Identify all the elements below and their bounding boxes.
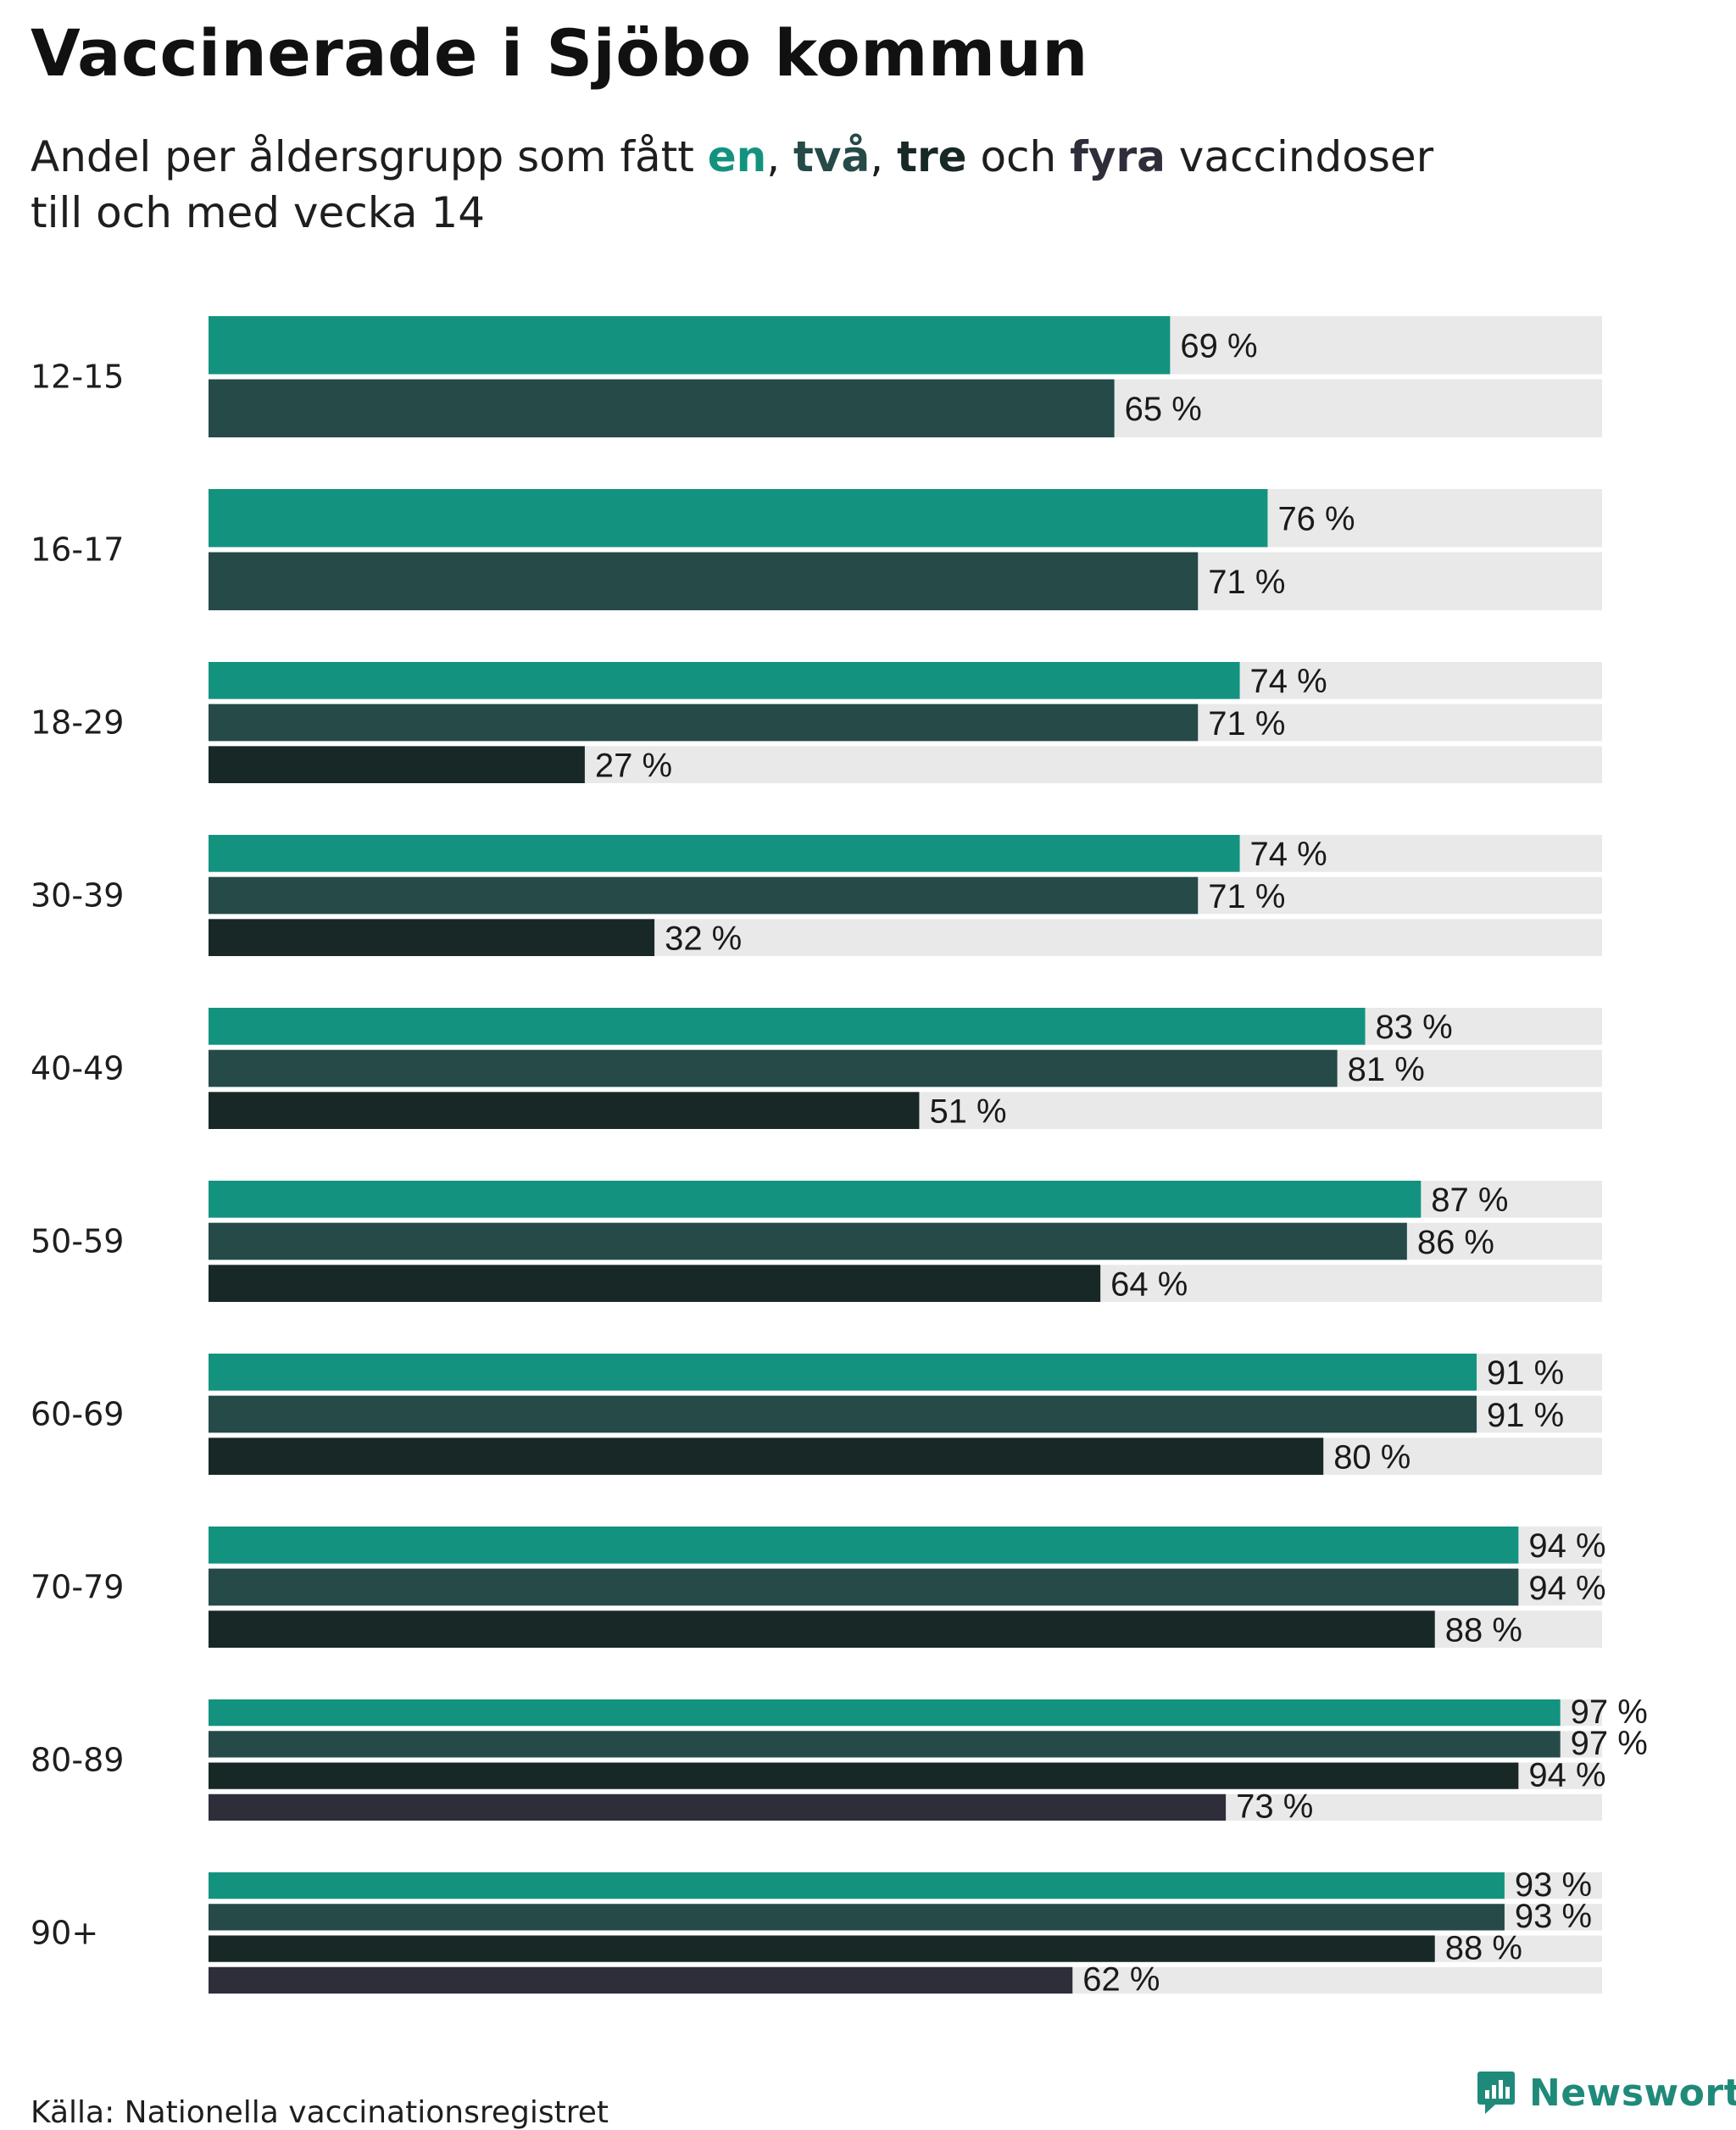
data-label: 80 % — [1333, 1439, 1410, 1477]
category-label: 12-15 — [31, 359, 124, 396]
data-label: 71 % — [1208, 705, 1285, 742]
source-note: Källa: Nationella vaccinationsregistret — [31, 2095, 609, 2130]
data-label: 74 % — [1250, 836, 1327, 873]
legend-dose-4: fyra — [1070, 132, 1166, 181]
subtitle-sep-1: , — [766, 132, 794, 181]
bar-dose1-30-39 — [209, 835, 1240, 872]
data-label: 93 % — [1515, 1898, 1592, 1935]
bar-dose4-80-89 — [209, 1794, 1227, 1821]
data-label: 71 % — [1208, 564, 1285, 601]
category-label: 30-39 — [31, 877, 124, 915]
data-label: 74 % — [1250, 663, 1327, 700]
bar-dose1-80-89 — [209, 1699, 1561, 1727]
data-label: 97 % — [1571, 1693, 1648, 1731]
data-label: 27 % — [595, 748, 672, 785]
subtitle-prefix: Andel per åldersgrupp som fått — [31, 132, 708, 181]
newsworthy-logo-icon — [1477, 2072, 1515, 2114]
bar-dose1-70-79 — [209, 1527, 1519, 1564]
data-label: 94 % — [1528, 1570, 1605, 1607]
data-label: 87 % — [1431, 1182, 1508, 1219]
bar-dose2-50-59 — [209, 1222, 1407, 1260]
category-label: 18-29 — [31, 704, 124, 742]
bar-dose3-50-59 — [209, 1265, 1101, 1302]
bar-dose1-60-69 — [209, 1354, 1477, 1391]
data-label: 62 % — [1082, 1961, 1160, 1999]
bar-dose3-70-79 — [209, 1610, 1435, 1648]
data-label: 94 % — [1528, 1756, 1605, 1794]
category-label: 50-59 — [31, 1223, 124, 1260]
data-label: 91 % — [1487, 1354, 1564, 1392]
subtitle-line-1: Andel per åldersgrupp som fått en, två, … — [31, 129, 1433, 185]
bar-dose2-90+ — [209, 1904, 1505, 1931]
legend-dose-1: en — [707, 132, 767, 181]
bar-dose2-30-39 — [209, 876, 1199, 915]
data-label: 73 % — [1236, 1788, 1313, 1826]
bar-dose3-90+ — [209, 1935, 1435, 1962]
data-label: 93 % — [1515, 1866, 1592, 1904]
subtitle-suffix: vaccindoser — [1165, 132, 1434, 181]
bar-dose2-80-89 — [209, 1731, 1561, 1758]
subtitle-line-2: till och med vecka 14 — [31, 188, 486, 237]
data-label: 88 % — [1445, 1612, 1522, 1649]
bar-dose3-80-89 — [209, 1762, 1519, 1789]
data-label: 32 % — [665, 920, 742, 958]
bar-dose2-40-49 — [209, 1049, 1338, 1087]
bar-dose1-40-49 — [209, 1008, 1366, 1045]
category-label: 60-69 — [31, 1396, 124, 1433]
bar-dose1-90+ — [209, 1872, 1505, 1899]
bar-dose1-12-15 — [209, 316, 1171, 375]
bar-dose1-18-29 — [209, 662, 1240, 699]
subtitle-sep-2: , — [870, 132, 898, 181]
bar-dose2-12-15 — [209, 379, 1115, 437]
bar-dose4-90+ — [209, 1966, 1073, 1994]
category-label: 90+ — [31, 1915, 98, 1952]
bar-dose3-30-39 — [209, 919, 655, 956]
bar-dose3-60-69 — [209, 1438, 1324, 1475]
data-label: 86 % — [1417, 1224, 1494, 1261]
brand-logo: Newsworthy — [1477, 2070, 1736, 2116]
legend-dose-3: tre — [897, 132, 967, 181]
data-label: 91 % — [1487, 1397, 1564, 1434]
data-label: 65 % — [1125, 391, 1202, 428]
data-label: 76 % — [1277, 501, 1355, 538]
bar-dose3-40-49 — [209, 1092, 920, 1129]
category-label: 70-79 — [31, 1569, 124, 1606]
category-label: 80-89 — [31, 1742, 124, 1779]
bar-dose2-18-29 — [209, 704, 1199, 742]
data-label: 88 % — [1445, 1929, 1522, 1966]
category-label: 16-17 — [31, 531, 124, 569]
brand-name: Newsworthy — [1529, 2071, 1736, 2115]
data-label: 64 % — [1110, 1266, 1188, 1304]
data-label: 83 % — [1376, 1009, 1453, 1046]
bar-dose2-60-69 — [209, 1395, 1477, 1433]
data-label: 94 % — [1528, 1527, 1605, 1565]
bar-dose1-16-17 — [209, 489, 1268, 548]
category-label: 40-49 — [31, 1050, 124, 1087]
bar-dose2-70-79 — [209, 1568, 1519, 1606]
data-label: 81 % — [1348, 1051, 1425, 1088]
data-label: 71 % — [1208, 878, 1285, 915]
bar-dose2-16-17 — [209, 552, 1199, 610]
bar-dose1-50-59 — [209, 1181, 1422, 1218]
chart-title: Vaccinerade i Sjöbo kommun — [31, 15, 1088, 91]
legend-dose-2: två — [793, 132, 871, 181]
subtitle-sep-3: och — [966, 132, 1071, 181]
chart-subtitle: Andel per åldersgrupp som fått en, två, … — [31, 129, 1433, 241]
data-label: 69 % — [1180, 328, 1257, 365]
bar-dose3-18-29 — [209, 746, 585, 783]
data-label: 97 % — [1571, 1725, 1648, 1762]
data-label: 51 % — [929, 1093, 1006, 1131]
